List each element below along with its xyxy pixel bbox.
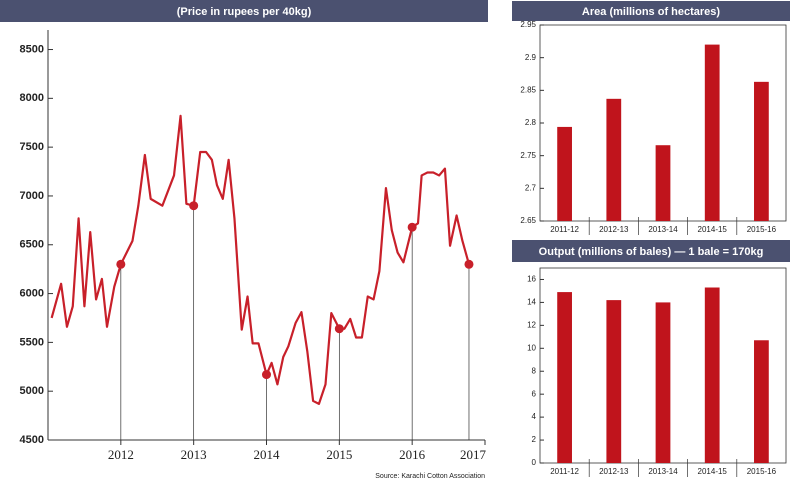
y-tick-label: 2.7: [525, 183, 537, 192]
chart-title: (Price in rupees per 40kg): [177, 6, 312, 18]
x-tick-label: 2014: [254, 447, 281, 462]
point: [464, 259, 474, 269]
chart-title: Area (millions of hectares): [582, 6, 720, 18]
y-tick-label: 7500: [20, 141, 44, 153]
y-tick-label: 4: [532, 412, 537, 421]
y-tick-label: 5500: [20, 336, 44, 348]
header-bar: [512, 1, 790, 21]
x-tick-label: 2012-13: [599, 225, 629, 234]
x-tick-label: 2013: [181, 447, 207, 462]
bar: [655, 302, 671, 463]
x-tick-label: 2015: [326, 447, 352, 462]
header-bar: [512, 240, 790, 262]
y-tick-label: 6: [532, 389, 537, 398]
y-tick-label: 2.85: [520, 85, 536, 94]
x-tick-label: 2017: [460, 447, 487, 462]
y-tick-label: 16: [527, 275, 536, 284]
y-tick-label: 0: [532, 458, 537, 467]
y-tick-label: 8500: [20, 43, 44, 55]
x-tick-label: 2011-12: [550, 467, 579, 476]
header-bar: [0, 0, 488, 22]
bar: [655, 145, 671, 221]
y-tick-label: 2.95: [520, 20, 536, 29]
x-tick-label: 2011-12: [550, 225, 579, 234]
y-tick-label: 2.9: [525, 53, 537, 62]
y-tick-label: 8000: [20, 92, 44, 104]
bar: [557, 126, 572, 221]
point: [407, 222, 417, 232]
x-tick-label: 2013-14: [648, 225, 678, 234]
x-tick-label: 2014-15: [698, 467, 728, 476]
x-tick-label: 2012: [108, 447, 134, 462]
y-tick-label: 12: [527, 320, 536, 329]
point: [262, 370, 271, 380]
x-tick-label: 2014-15: [698, 225, 728, 234]
y-tick-label: 4500: [20, 434, 44, 446]
bar: [557, 292, 572, 463]
bar: [754, 340, 769, 463]
x-tick-label: 2015-16: [747, 467, 777, 476]
bar: [606, 98, 622, 221]
point: [189, 201, 199, 211]
point: [116, 259, 126, 269]
y-tick-label: 2.8: [525, 118, 537, 127]
chart-title: Output (millions of bales) — 1 bale = 17…: [539, 246, 764, 258]
bar: [754, 81, 769, 221]
y-tick-label: 2.65: [520, 216, 536, 225]
y-tick-label: 2.75: [520, 151, 536, 160]
y-tick-label: 10: [527, 343, 536, 352]
x-tick-label: 2013-14: [648, 467, 678, 476]
source: Source: Karachi Cotton Association: [375, 473, 485, 480]
y-tick-label: 6500: [20, 239, 44, 251]
bar: [704, 44, 720, 221]
x-tick-label: 2016: [399, 447, 426, 462]
point: [334, 324, 344, 334]
bar: [606, 300, 622, 463]
y-tick-label: 2: [532, 435, 537, 444]
y-tick-label: 6000: [20, 287, 44, 299]
y-tick-label: 14: [527, 298, 536, 307]
x-tick-label: 2012-13: [599, 467, 629, 476]
y-tick-label: 8: [532, 366, 537, 375]
bar: [704, 287, 720, 463]
y-tick-label: 5000: [20, 385, 44, 397]
price-line: [50, 114, 471, 405]
y-tick-label: 7000: [20, 190, 44, 202]
x-tick-label: 2015-16: [747, 225, 777, 234]
